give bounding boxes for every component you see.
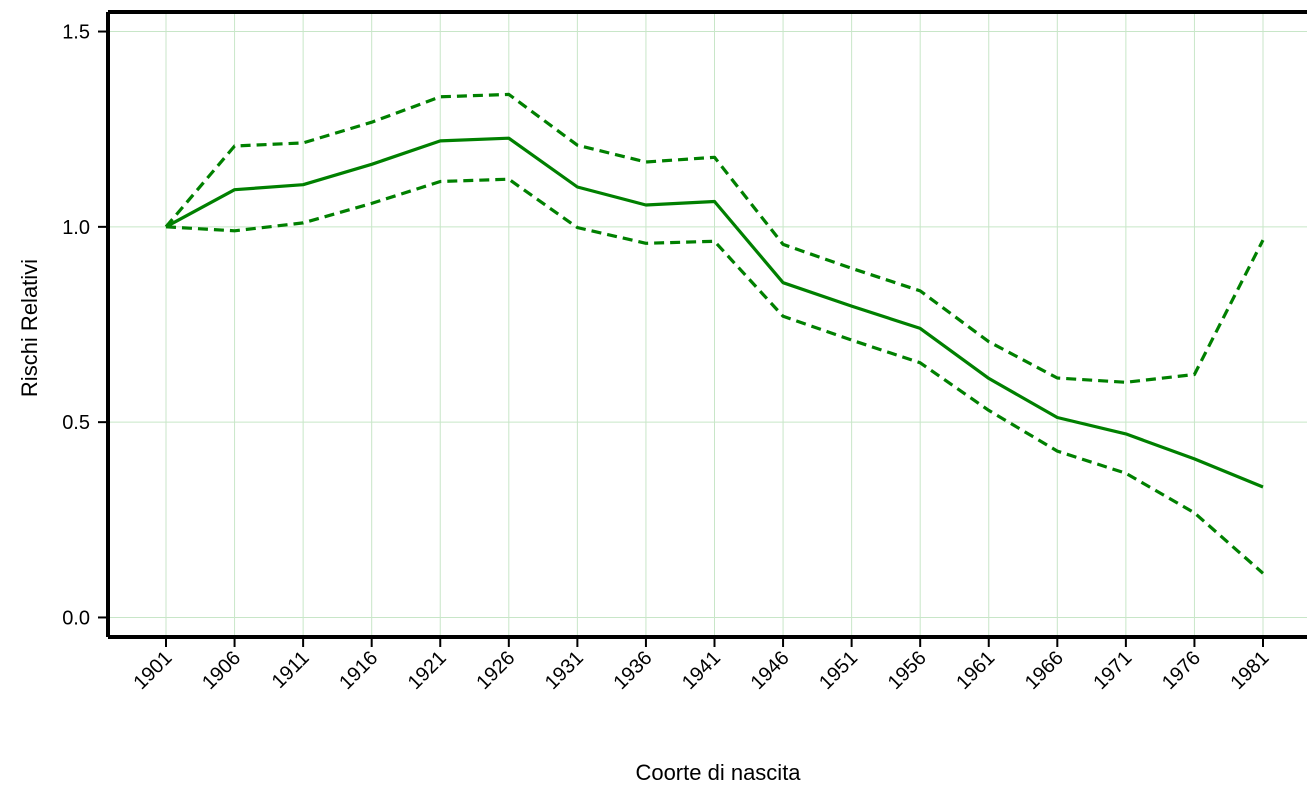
x-tick-label: 1941 [678, 647, 725, 694]
x-tick-label: 1906 [198, 647, 245, 694]
x-tick-label: 1911 [268, 647, 314, 693]
x-tick-label: 1956 [884, 647, 931, 694]
x-tick-label: 1921 [404, 647, 451, 694]
series-line-lower-bound [165, 177, 1265, 575]
series-group [164, 92, 1265, 575]
x-tick-label: 1936 [609, 647, 656, 694]
y-ticks: 0.0 0.5 1.0 1.5 [62, 22, 108, 629]
y-tick-label: 0.0 [62, 607, 90, 629]
x-tick-label: 1951 [815, 647, 862, 694]
x-tick-label: 1981 [1227, 647, 1274, 694]
series-line-upper-bound [164, 92, 1265, 384]
y-tick-label: 1.0 [62, 217, 90, 239]
x-tick-label: 1946 [747, 647, 794, 694]
y-tick-label: 1.5 [62, 22, 90, 44]
x-tick-label: 1901 [130, 647, 177, 694]
x-tick-label: 1916 [335, 647, 382, 694]
x-tick-label: 1976 [1158, 647, 1205, 694]
x-tick-label: 1961 [952, 647, 999, 694]
grid [108, 12, 1307, 637]
x-ticks: 1901 1906 1911 1916 1921 1926 1931 1936 1941 1946… [130, 637, 1274, 694]
series-line-estimate [165, 136, 1264, 489]
y-tick-label: 0.5 [62, 412, 90, 434]
y-axis-title: Rischi Relativi [17, 259, 42, 397]
x-tick-label: 1966 [1021, 647, 1068, 694]
x-tick-label: 1926 [472, 647, 519, 694]
axes [106, 10, 1307, 639]
x-tick-label: 1971 [1089, 647, 1136, 694]
x-tick-label: 1931 [541, 647, 588, 694]
x-axis-title: Coorte di nascita [635, 760, 801, 785]
